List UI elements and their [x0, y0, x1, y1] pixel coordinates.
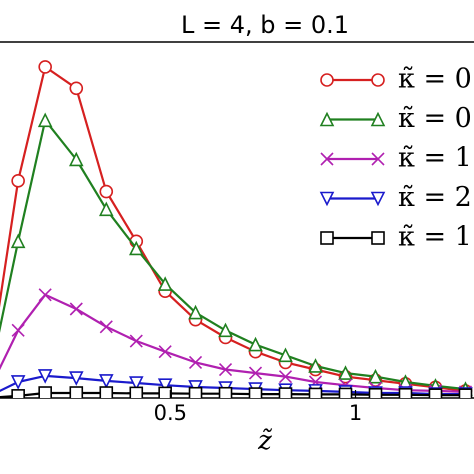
marker [128, 240, 144, 256]
marker [157, 378, 173, 393]
series-line [0, 65, 466, 392]
marker [218, 362, 233, 377]
marker [37, 112, 53, 128]
x-tick-label: 1 [349, 401, 362, 425]
marker [11, 323, 25, 337]
marker [158, 345, 172, 359]
legend-marker [320, 231, 334, 245]
marker [38, 60, 52, 74]
marker [338, 365, 353, 380]
legend-marker [319, 111, 335, 127]
marker [98, 201, 114, 217]
legend-marker [371, 152, 385, 166]
marker [428, 388, 443, 398]
marker [248, 366, 263, 380]
legend-label: κ̃ = 0 [398, 64, 472, 95]
marker [368, 368, 383, 384]
legend-marker [370, 111, 386, 127]
marker [98, 374, 114, 389]
marker [10, 375, 26, 390]
marker [278, 387, 293, 398]
legend-label: κ̃ = 1 [398, 222, 472, 253]
x-tick-label: 0.5 [154, 401, 187, 425]
legend-label: κ̃ = 2 [398, 182, 472, 213]
marker [129, 334, 143, 348]
marker [99, 184, 114, 199]
marker [37, 369, 53, 384]
marker [38, 288, 52, 302]
legend-label: κ̃ = 1 [398, 143, 472, 174]
marker [398, 387, 413, 398]
plot-area [0, 60, 473, 398]
marker [68, 151, 84, 167]
marker [158, 386, 172, 398]
marker [99, 386, 114, 398]
marker [338, 387, 353, 398]
legend-marker [320, 152, 334, 166]
marker [278, 347, 293, 363]
marker [68, 371, 84, 386]
marker [188, 304, 203, 320]
legend-marker [319, 191, 335, 207]
marker [188, 386, 203, 398]
marker [368, 387, 383, 398]
marker [218, 322, 233, 338]
chart-title: L = 4, b = 0.1 [181, 11, 349, 39]
marker [129, 386, 144, 398]
series-line [0, 119, 466, 391]
marker [99, 320, 113, 334]
marker [157, 276, 173, 291]
marker [458, 388, 473, 398]
marker [218, 386, 233, 398]
marker [69, 81, 84, 96]
marker [308, 387, 323, 398]
marker [278, 370, 293, 384]
marker [308, 358, 323, 373]
legend-marker [320, 73, 334, 87]
x-axis-label: z̃ [257, 426, 273, 456]
legend-marker [370, 191, 386, 207]
marker [11, 389, 25, 398]
marker [38, 386, 52, 398]
legend-marker [371, 73, 385, 87]
marker [128, 376, 144, 391]
marker [10, 233, 26, 249]
marker [69, 386, 84, 398]
marker [69, 302, 83, 316]
legend-marker [371, 231, 385, 245]
legend-label: κ̃ = 0 [398, 103, 472, 134]
marker [248, 336, 263, 352]
marker [248, 387, 263, 398]
marker [188, 355, 203, 369]
marker [11, 174, 25, 188]
